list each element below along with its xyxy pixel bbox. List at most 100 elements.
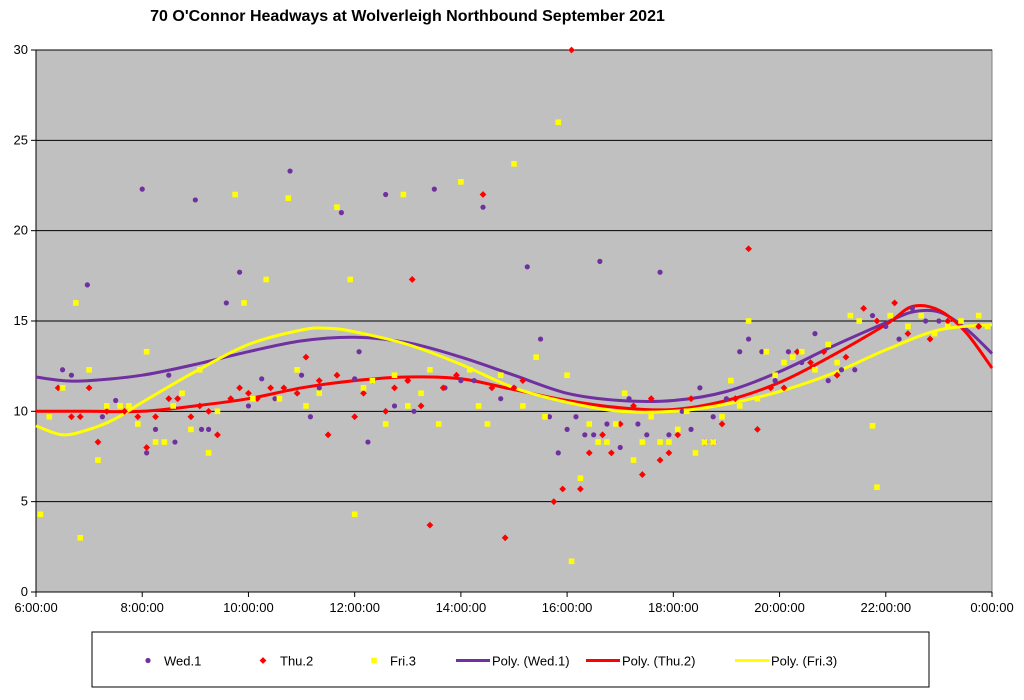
point-thu-2	[665, 449, 673, 457]
point-fri-3	[542, 413, 548, 420]
point-fri-3	[303, 403, 309, 409]
point-fri-3	[790, 354, 796, 360]
point-fri-3	[648, 413, 655, 420]
point-thu-2	[426, 521, 434, 529]
point-fri-3	[856, 318, 863, 324]
y-tick-label: 25	[14, 132, 28, 147]
point-thu-2	[576, 485, 584, 493]
y-tick-label: 20	[14, 223, 28, 238]
x-tick-label: 0:00:00	[970, 600, 1013, 615]
legend-label: Poly. (Wed.1)	[492, 654, 570, 669]
point-thu-2	[68, 413, 75, 421]
point-thu-2	[607, 449, 615, 457]
point-thu-2	[293, 389, 301, 397]
point-fri-3	[621, 390, 628, 397]
point-wed-1	[99, 414, 105, 420]
point-wed-1	[785, 349, 792, 355]
point-fri-3	[639, 439, 646, 445]
point-thu-2	[568, 46, 575, 54]
point-fri-3	[825, 341, 832, 348]
point-fri-3	[657, 439, 663, 445]
point-wed-1	[411, 408, 417, 414]
point-thu-2	[745, 245, 752, 253]
point-wed-1	[597, 258, 603, 264]
point-wed-1	[471, 378, 477, 384]
point-thu-2	[519, 377, 527, 385]
point-fri-3	[520, 403, 526, 409]
point-thu-2	[944, 317, 952, 325]
point-wed-1	[287, 168, 293, 174]
point-fri-3	[404, 403, 411, 409]
point-fri-3	[104, 403, 110, 409]
point-thu-2	[767, 384, 775, 392]
point-wed-1	[356, 349, 362, 355]
y-tick-label: 30	[14, 42, 28, 57]
point-fri-3	[847, 312, 854, 319]
point-fri-3	[316, 390, 323, 397]
point-wed-1	[555, 450, 561, 456]
point-fri-3	[214, 408, 221, 415]
point-wed-1	[838, 367, 845, 373]
point-thu-2	[85, 384, 93, 392]
point-fri-3	[701, 439, 708, 445]
point-fri-3	[400, 191, 407, 198]
point-thu-2	[324, 431, 332, 439]
point-fri-3	[205, 450, 212, 456]
point-thu-2	[315, 377, 323, 385]
x-tick-label: 6:00:00	[14, 600, 57, 615]
point-thu-2	[842, 353, 850, 361]
legend-label: Wed.1	[164, 654, 201, 669]
point-wed-1	[431, 186, 437, 192]
point-thu-2	[501, 534, 509, 542]
point-wed-1	[852, 367, 858, 373]
point-wed-1	[635, 421, 641, 427]
point-fri-3	[710, 439, 716, 445]
point-wed-1	[737, 349, 743, 355]
point-fri-3	[466, 366, 473, 373]
point-thu-2	[599, 431, 606, 439]
point-fri-3	[944, 323, 951, 330]
point-wed-1	[272, 396, 278, 402]
point-fri-3	[630, 457, 637, 463]
point-wed-1	[113, 397, 119, 404]
point-thu-2	[687, 395, 695, 403]
point-wed-1	[383, 191, 389, 198]
point-thu-2	[196, 402, 204, 410]
point-fri-3	[719, 413, 725, 420]
point-fri-3	[276, 395, 283, 402]
x-tick-label: 16:00:00	[542, 600, 593, 615]
point-fri-3	[351, 511, 358, 518]
point-thu-2	[121, 407, 128, 415]
point-fri-3	[427, 366, 433, 373]
point-wed-1	[352, 376, 358, 382]
point-fri-3	[241, 300, 247, 306]
point-fri-3	[595, 439, 601, 445]
point-thu-2	[833, 371, 841, 379]
legend-label: Poly. (Thu.2)	[622, 654, 695, 669]
point-fri-3	[772, 372, 778, 378]
point-fri-3	[674, 426, 681, 433]
point-thu-2	[926, 335, 934, 343]
point-fri-3	[931, 330, 938, 337]
point-thu-2	[439, 384, 447, 392]
point-wed-1	[936, 318, 942, 324]
point-thu-2	[404, 377, 412, 385]
point-fri-3	[77, 535, 84, 541]
point-thu-2	[360, 389, 367, 397]
point-thu-2	[94, 438, 102, 446]
point-fri-3	[612, 421, 619, 427]
point-wed-1	[498, 396, 504, 402]
point-fri-3	[73, 300, 79, 306]
legend-label: Thu.2	[280, 654, 313, 669]
point-thu-2	[214, 431, 221, 439]
y-tick-label: 0	[21, 584, 28, 599]
point-wed-1	[144, 450, 150, 456]
point-wed-1	[192, 197, 198, 203]
point-fri-3	[117, 403, 123, 409]
point-thu-2	[165, 395, 173, 403]
point-fri-3	[958, 318, 964, 324]
point-fri-3	[484, 421, 491, 427]
point-thu-2	[820, 348, 828, 356]
